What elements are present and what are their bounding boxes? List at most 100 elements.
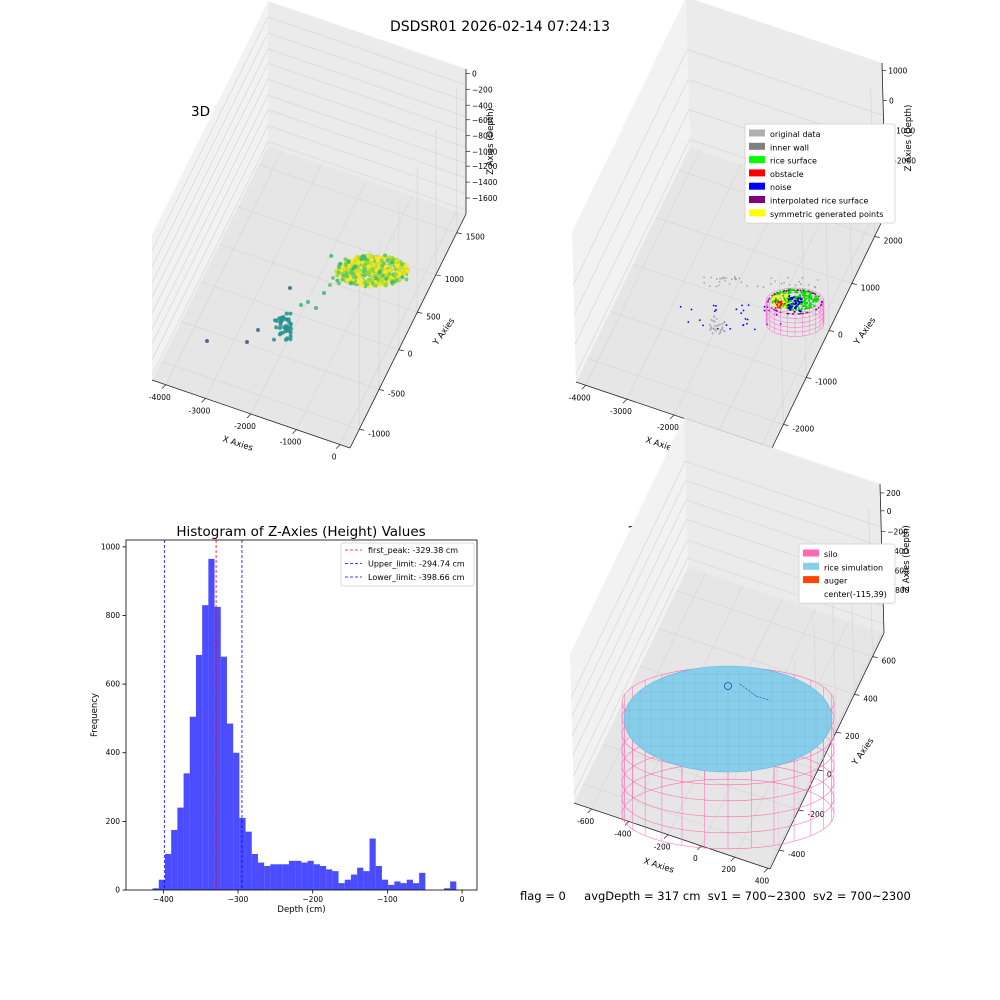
symmetric-point xyxy=(777,294,780,297)
x-tick xyxy=(581,385,587,390)
inner-wall-point xyxy=(819,304,822,307)
sv2-text: sv2 = 700~2300 xyxy=(812,889,911,903)
data-point xyxy=(279,318,284,323)
legend-swatch xyxy=(749,196,765,203)
z-tick-label: −400 xyxy=(888,547,909,556)
legend-label: noise xyxy=(770,183,791,192)
noise-point xyxy=(799,298,802,301)
x-axis-label: X Axies xyxy=(221,434,254,453)
x-tick-label: -1000 xyxy=(280,438,302,447)
noise-point xyxy=(796,299,799,302)
x-tick-label: -4000 xyxy=(149,393,171,402)
grid-line xyxy=(574,109,690,345)
data-point xyxy=(357,273,362,278)
original-point xyxy=(718,284,720,286)
x-tick xyxy=(246,413,252,419)
inner-wall-point xyxy=(817,307,820,309)
noise-point xyxy=(747,304,750,307)
data-point xyxy=(366,253,371,258)
z-tick-label: −1200 xyxy=(472,162,498,171)
original-point xyxy=(703,276,705,279)
z-tick-label: −1400 xyxy=(472,178,498,187)
grid-line xyxy=(685,460,882,528)
rice-surface-point xyxy=(810,296,813,299)
raw-data-3d-plot: 3D Plot of Silo Interior(row data)-4000-… xyxy=(149,1,498,462)
noise-point xyxy=(712,304,715,307)
symmetric-point xyxy=(786,294,789,297)
x-tick xyxy=(161,384,167,390)
original-point xyxy=(703,281,705,284)
simulation-3d-plot: 3D simulation of Silo Interior-600-400-2… xyxy=(570,418,912,885)
data-point xyxy=(344,274,349,279)
y-tick xyxy=(851,283,857,285)
status-line: flag = 0 avgDepth = 317 cm sv1 = 700~230… xyxy=(520,889,911,903)
grid-line xyxy=(200,281,399,351)
histogram-bar xyxy=(257,862,265,890)
x-tick-label: -600 xyxy=(577,817,594,826)
data-point xyxy=(382,261,387,266)
noise-point xyxy=(789,305,792,308)
histogram-bar xyxy=(319,865,327,890)
data-point xyxy=(362,266,367,271)
noise-point xyxy=(729,327,732,330)
data-point xyxy=(367,271,372,276)
histogram-bar xyxy=(270,864,277,890)
histogram-bar xyxy=(208,558,215,890)
data-point xyxy=(340,277,345,282)
rice-surface-point xyxy=(803,292,806,295)
grid-line xyxy=(180,321,380,390)
histogram-bar xyxy=(419,872,426,890)
histogram-bar xyxy=(412,883,420,890)
legend-swatch xyxy=(749,182,765,190)
histogram-bar xyxy=(183,773,190,890)
data-point xyxy=(362,256,367,261)
noise-point xyxy=(679,305,682,308)
grid-line xyxy=(779,274,784,425)
original-point xyxy=(710,276,712,279)
noise-point xyxy=(763,309,766,312)
x-tick-label: −200 xyxy=(302,895,323,904)
data-point xyxy=(374,276,379,281)
rice-surface-point xyxy=(815,295,818,298)
noise-point xyxy=(793,303,796,306)
legend-swatch xyxy=(749,156,765,164)
rice-surface-point xyxy=(809,291,812,295)
histogram-bar xyxy=(158,879,165,890)
x-tick xyxy=(201,398,206,403)
y-tick-label: -500 xyxy=(388,390,405,399)
y-tick-label: 200 xyxy=(845,732,860,741)
y-tick-label: 200 xyxy=(106,817,121,826)
symmetric-point xyxy=(783,305,787,308)
histogram-bar xyxy=(177,807,184,890)
data-point xyxy=(299,303,303,307)
z-tick-label: −1000 xyxy=(890,127,916,136)
original-point xyxy=(708,285,711,287)
y-tick xyxy=(806,377,812,379)
original-point xyxy=(710,318,713,321)
grid-line xyxy=(610,311,807,378)
obstacle-point xyxy=(774,307,777,309)
classify-3d-plot: 3D classify of Silo Interior-4000-3000-2… xyxy=(569,0,916,462)
rice-surface-point xyxy=(816,298,820,301)
inner-wall-point xyxy=(767,301,769,303)
grid-line xyxy=(655,217,852,284)
obstacle-point xyxy=(774,299,777,302)
inner-wall-point xyxy=(768,297,771,300)
x-tick xyxy=(763,868,769,873)
data-point xyxy=(366,264,371,269)
data-point xyxy=(384,282,389,287)
inner-wall-point xyxy=(782,290,785,292)
rice-surface-point xyxy=(805,294,808,297)
original-point xyxy=(719,277,721,280)
original-point xyxy=(718,323,721,326)
y-tick-label: 800 xyxy=(106,611,121,620)
original-point xyxy=(746,285,748,287)
original-point xyxy=(788,283,791,286)
y-tick xyxy=(828,330,835,332)
y-tick-label: 400 xyxy=(863,694,878,703)
x-tick-label: 0 xyxy=(460,895,465,904)
data-point xyxy=(384,276,389,281)
z-tick-label: −2000 xyxy=(891,157,917,166)
y-tick-label: -2000 xyxy=(792,425,814,434)
rice-surface-point xyxy=(805,290,808,293)
